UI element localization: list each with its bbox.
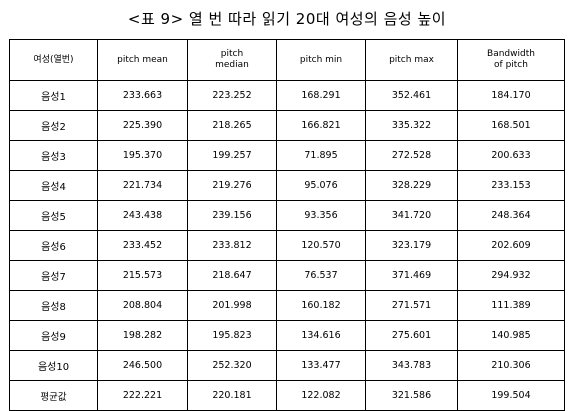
pitch-table: 여성(열번) pitch mean pitch median pitch min pitc… xyxy=(9,39,565,411)
table-cell: 71.895 xyxy=(276,140,366,171)
table-cell: 371.469 xyxy=(365,260,458,291)
table-cell: 199.257 xyxy=(187,140,277,171)
table-cell: 93.356 xyxy=(276,200,366,231)
header-pitch-max: pitch max xyxy=(365,39,458,81)
table-cell: 198.282 xyxy=(97,320,188,351)
table-row: 음성7 215.573 218.647 76.537 371.469 294.932 xyxy=(9,260,565,291)
table-cell: 195.370 xyxy=(97,140,188,171)
table-cell: 343.783 xyxy=(365,350,458,381)
row-label: 음성5 xyxy=(9,200,98,231)
table-cell: 168.501 xyxy=(457,110,565,141)
average-row: 평균값 222.221 220.181 122.082 321.586 199.504 xyxy=(9,380,565,411)
table-cell: 239.156 xyxy=(187,200,277,231)
table-cell: 168.291 xyxy=(276,80,366,111)
row-label: 음성9 xyxy=(9,320,98,351)
table-cell: 199.504 xyxy=(457,380,565,411)
table-row: 음성9 198.282 195.823 134.616 275.601 140.985 xyxy=(9,320,565,351)
table-cell: 200.633 xyxy=(457,140,565,171)
row-label: 음성10 xyxy=(9,350,98,381)
row-label: 음성6 xyxy=(9,230,98,261)
table-cell: 271.571 xyxy=(365,290,458,321)
table-cell: 218.647 xyxy=(187,260,277,291)
table-cell: 95.076 xyxy=(276,170,366,201)
row-label: 음성2 xyxy=(9,110,98,141)
row-label: 음성3 xyxy=(9,140,98,171)
table-row: 음성8 208.804 201.998 160.182 271.571 111.389 xyxy=(9,290,565,321)
table-cell: 272.528 xyxy=(365,140,458,171)
table-cell: 120.570 xyxy=(276,230,366,261)
table-row: 음성10 246.500 252.320 133.477 343.783 210.306 xyxy=(9,350,565,381)
table-cell: 335.322 xyxy=(365,110,458,141)
table-cell: 134.616 xyxy=(276,320,366,351)
table-cell: 233.153 xyxy=(457,170,565,201)
table-row: 음성1 233.663 223.252 168.291 352.461 184.170 xyxy=(9,80,565,111)
table-row: 음성5 243.438 239.156 93.356 341.720 248.364 xyxy=(9,200,565,231)
table-cell: 111.389 xyxy=(457,290,565,321)
table-cell: 248.364 xyxy=(457,200,565,231)
table-cell: 221.734 xyxy=(97,170,188,201)
row-label: 음성7 xyxy=(9,260,98,291)
table-cell: 223.252 xyxy=(187,80,277,111)
header-bandwidth: Bandwidth of pitch xyxy=(457,39,565,81)
table-cell: 225.390 xyxy=(97,110,188,141)
table-row: 음성2 225.390 218.265 166.821 335.322 168.501 xyxy=(9,110,565,141)
table-cell: 133.477 xyxy=(276,350,366,381)
table-cell: 328.229 xyxy=(365,170,458,201)
table-cell: 202.609 xyxy=(457,230,565,261)
table-row: 음성3 195.370 199.257 71.895 272.528 200.633 xyxy=(9,140,565,171)
table-cell: 233.663 xyxy=(97,80,188,111)
table-cell: 252.320 xyxy=(187,350,277,381)
table-cell: 210.306 xyxy=(457,350,565,381)
table-cell: 233.812 xyxy=(187,230,277,261)
table-cell: 243.438 xyxy=(97,200,188,231)
table-cell: 218.265 xyxy=(187,110,277,141)
row-label: 음성8 xyxy=(9,290,98,321)
table-cell: 323.179 xyxy=(365,230,458,261)
table-body: 음성1 233.663 223.252 168.291 352.461 184.170 음성… xyxy=(9,80,565,411)
table-cell: 321.586 xyxy=(365,380,458,411)
header-row: 여성(열번) pitch mean pitch median pitch min pitc… xyxy=(9,39,565,81)
table-row: 음성6 233.452 233.812 120.570 323.179 202.609 xyxy=(9,230,565,261)
table-cell: 341.720 xyxy=(365,200,458,231)
table-cell: 122.082 xyxy=(276,380,366,411)
header-voice-label: 여성(열번) xyxy=(9,39,98,81)
table-cell: 233.452 xyxy=(97,230,188,261)
table-cell: 140.985 xyxy=(457,320,565,351)
table-cell: 166.821 xyxy=(276,110,366,141)
table-cell: 220.181 xyxy=(187,380,277,411)
table-cell: 184.170 xyxy=(457,80,565,111)
header-pitch-median: pitch median xyxy=(187,39,277,81)
table-cell: 219.276 xyxy=(187,170,277,201)
table-cell: 201.998 xyxy=(187,290,277,321)
row-label: 음성4 xyxy=(9,170,98,201)
row-label: 음성1 xyxy=(9,80,98,111)
table-cell: 222.221 xyxy=(97,380,188,411)
table-cell: 195.823 xyxy=(187,320,277,351)
table-cell: 76.537 xyxy=(276,260,366,291)
row-label: 평균값 xyxy=(9,380,98,411)
table-caption: <표 9> 열 번 따라 읽기 20대 여성의 음성 높이 xyxy=(127,10,447,28)
table-cell: 215.573 xyxy=(97,260,188,291)
table-cell: 208.804 xyxy=(97,290,188,321)
table-cell: 352.461 xyxy=(365,80,458,111)
table-row: 음성4 221.734 219.276 95.076 328.229 233.153 xyxy=(9,170,565,201)
table-cell: 294.932 xyxy=(457,260,565,291)
table-cell: 246.500 xyxy=(97,350,188,381)
header-pitch-mean: pitch mean xyxy=(97,39,188,81)
header-pitch-min: pitch min xyxy=(276,39,366,81)
table-cell: 275.601 xyxy=(365,320,458,351)
table-cell: 160.182 xyxy=(276,290,366,321)
